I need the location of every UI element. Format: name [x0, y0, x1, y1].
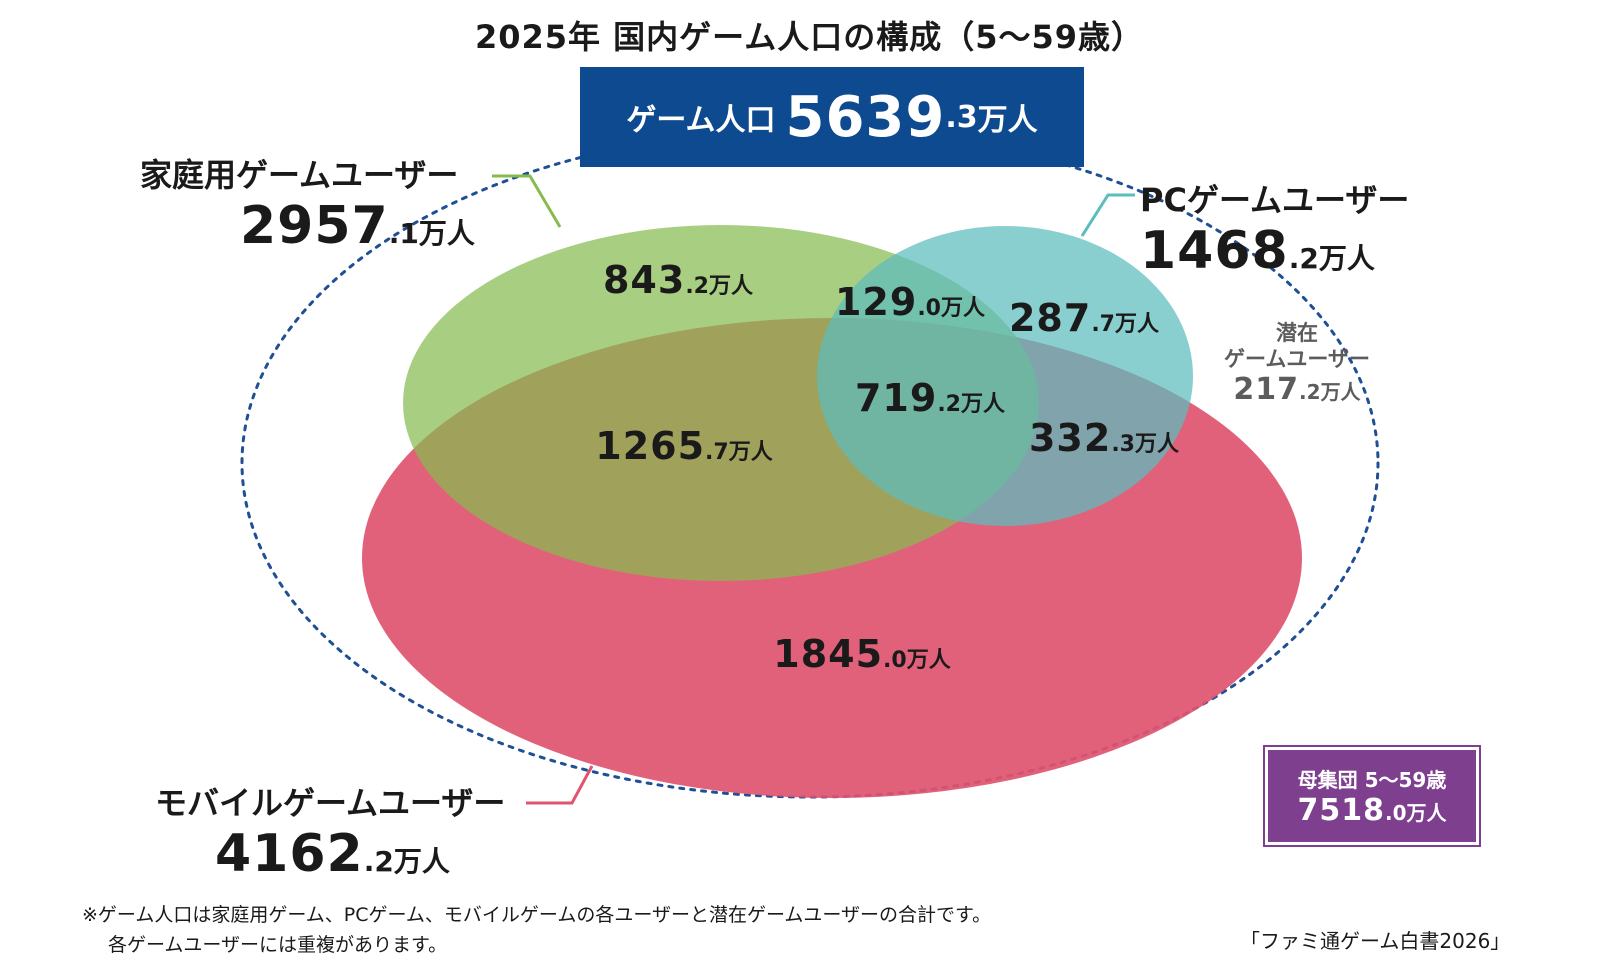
region-mobile-only-unit: 万人: [906, 648, 951, 673]
mobile-unit: 万人: [393, 845, 450, 878]
region-console-only-int: 843: [602, 258, 686, 302]
region-all-three-int: 719: [854, 376, 938, 420]
banner-value-int: 5639: [785, 84, 946, 150]
pc-name: PCゲームユーザー: [1140, 181, 1410, 219]
pc-value-dec: .2: [1288, 242, 1319, 275]
banner-label: ゲーム人口: [626, 103, 776, 138]
latent-value-dec: .2: [1299, 380, 1321, 404]
footnote-line1: ※ゲーム人口は家庭用ゲーム、PCゲーム、モバイルゲームの各ユーザーと潜在ゲームユ…: [82, 904, 992, 926]
population-value-dec: .0: [1384, 801, 1407, 825]
console-group-label: 家庭用ゲームユーザー 2957.1万人: [140, 150, 475, 256]
latent-users-label: 潜在 ゲームユーザー 217.2万人: [1182, 320, 1412, 407]
region-console-mobile-int: 1265: [595, 424, 706, 468]
region-all-three-dec: .2: [937, 392, 961, 417]
region-console-only-dec: .2: [685, 274, 709, 299]
mobile-name: モバイルゲームユーザー: [155, 784, 506, 822]
chart-title: 2025年 国内ゲーム人口の構成（5〜59歳）: [474, 18, 1145, 56]
console-unit: 万人: [418, 217, 475, 250]
region-console-mobile: 1265.7万人: [595, 424, 772, 468]
mobile-value: 4162.2万人: [215, 824, 450, 884]
region-console-mobile-dec: .7: [705, 440, 729, 465]
region-pc-mobile-dec: .3: [1111, 432, 1135, 457]
region-mobile-only: 1845.0万人: [773, 632, 950, 676]
latent-line2: ゲームユーザー: [1224, 347, 1370, 371]
pc-set-ellipse: [817, 226, 1193, 526]
console-leader-line: [492, 174, 562, 228]
region-console-mobile-unit: 万人: [728, 440, 773, 465]
latent-value-int: 217: [1233, 372, 1300, 407]
mobile-leader-line: [526, 765, 594, 805]
region-pc-only-int: 287: [1008, 296, 1092, 340]
region-pc-mobile: 332.3万人: [1029, 416, 1179, 460]
region-console-pc-int: 129: [834, 280, 918, 324]
region-console-pc-dec: .0: [917, 296, 941, 321]
region-console-pc: 129.0万人: [835, 280, 985, 324]
region-pc-mobile-int: 332: [1028, 416, 1112, 460]
region-mobile-only-int: 1845: [773, 632, 884, 676]
region-pc-only: 287.7万人: [1009, 296, 1159, 340]
region-pc-mobile-unit: 万人: [1134, 432, 1180, 457]
population-box: 母集団 5〜59歳 7518.0万人: [1263, 745, 1481, 847]
banner-value-dec: .3: [945, 99, 978, 135]
banner-unit: 万人: [977, 103, 1038, 138]
game-population-banner: ゲーム人口 5639.3 万人: [580, 67, 1084, 167]
region-console-only: 843.2万人: [603, 258, 753, 302]
mobile-value-dec: .2: [363, 845, 394, 878]
footnote: ※ゲーム人口は家庭用ゲーム、PCゲーム、モバイルゲームの各ユーザーと潜在ゲームユ…: [82, 900, 991, 960]
region-pc-only-unit: 万人: [1114, 312, 1160, 337]
latent-line1: 潜在: [1276, 321, 1318, 345]
console-value-int: 2957: [240, 196, 389, 256]
population-value-int: 7518: [1297, 793, 1385, 828]
region-all-three: 719.2万人: [855, 376, 1005, 420]
pc-unit: 万人: [1318, 242, 1375, 275]
population-label: 母集団 5〜59歳: [1297, 768, 1447, 792]
mobile-group-label: モバイルゲームユーザー 4162.2万人: [155, 778, 505, 884]
pc-value-int: 1468: [1140, 221, 1289, 281]
region-all-three-unit: 万人: [960, 392, 1006, 417]
region-console-only-unit: 万人: [708, 274, 754, 299]
console-value-dec: .1: [388, 217, 419, 250]
population-unit: 万人: [1406, 801, 1447, 825]
console-value: 2957.1万人: [240, 196, 475, 256]
pc-group-label: PCゲームユーザー 1468.2万人: [1140, 175, 1409, 281]
region-mobile-only-dec: .0: [883, 648, 907, 673]
pc-value: 1468.2万人: [1140, 221, 1375, 281]
latent-unit: 万人: [1320, 380, 1361, 404]
footnote-line2: 各ゲームユーザーには重複があります。: [108, 934, 448, 956]
population-value: 7518.0万人: [1268, 793, 1476, 828]
region-pc-only-dec: .7: [1091, 312, 1115, 337]
mobile-value-int: 4162: [215, 824, 364, 884]
region-console-pc-unit: 万人: [940, 296, 986, 321]
console-name: 家庭用ゲームユーザー: [140, 156, 459, 194]
pc-leader-line: [1080, 193, 1135, 237]
source-citation: 「ファミ通ゲーム白書2026」: [1240, 929, 1511, 953]
